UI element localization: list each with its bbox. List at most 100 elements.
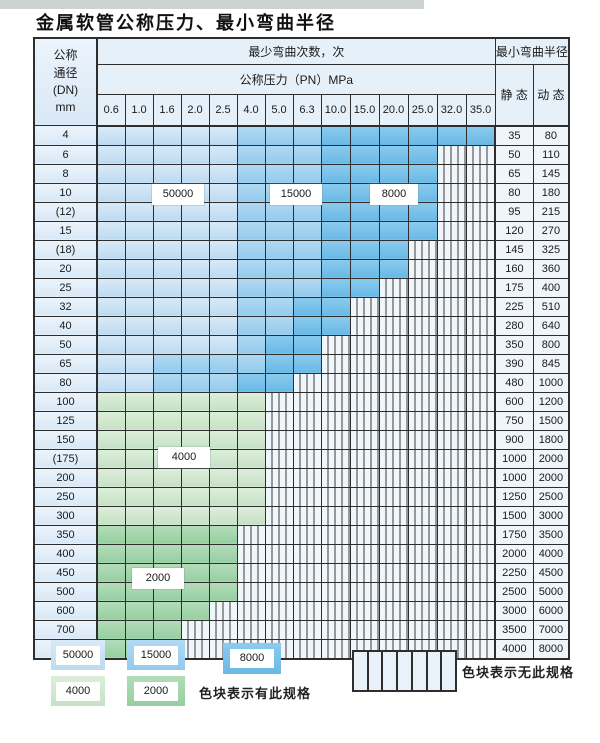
spec-cell <box>180 505 210 526</box>
spec-cell <box>124 334 154 355</box>
no-spec-pattern-cell <box>354 652 369 690</box>
spec-cell <box>208 296 238 317</box>
spec-cell <box>236 201 266 222</box>
no-spec-cell <box>264 505 294 526</box>
dn-cell: 450 <box>33 562 98 583</box>
spec-cell <box>152 144 182 165</box>
no-spec-cell <box>407 505 438 526</box>
no-spec-cell <box>378 296 409 317</box>
table-row: 600 3000 6000 <box>33 600 570 621</box>
no-spec-cell <box>436 486 467 507</box>
spec-cell <box>96 562 126 583</box>
no-spec-cell <box>465 638 496 659</box>
spec-cell <box>180 258 210 279</box>
spec-cell <box>124 486 154 507</box>
spec-cell <box>152 524 182 545</box>
spec-cell <box>292 220 322 241</box>
spec-cell <box>208 201 238 222</box>
dynamic-radius-cell: 800 <box>532 334 570 355</box>
legend-label-15000: 15000 <box>134 645 178 665</box>
no-spec-cell <box>436 239 467 260</box>
no-spec-cell <box>292 486 322 507</box>
spec-cell <box>124 429 154 450</box>
spec-cell <box>320 296 351 317</box>
spec-cell <box>236 125 266 146</box>
spec-cell <box>180 277 210 298</box>
no-spec-cell <box>292 372 322 393</box>
no-spec-cell <box>320 638 351 659</box>
spec-cell <box>320 163 351 184</box>
static-radius-cell: 2000 <box>494 543 534 564</box>
spec-cell <box>208 391 238 412</box>
no-spec-cell <box>465 258 496 279</box>
spec-cell <box>208 220 238 241</box>
spec-cell <box>264 201 294 222</box>
dynamic-radius-cell: 4000 <box>532 543 570 564</box>
spec-cell <box>236 410 266 431</box>
no-spec-cell <box>264 391 294 412</box>
no-spec-pattern <box>352 650 457 692</box>
no-spec-cell <box>378 391 409 412</box>
spec-cell <box>236 277 266 298</box>
no-spec-cell <box>292 391 322 412</box>
spec-cell <box>124 182 154 203</box>
table-row: 15 120 270 <box>33 220 570 241</box>
no-spec-cell <box>436 505 467 526</box>
no-spec-cell <box>407 277 438 298</box>
spec-cell <box>124 448 154 469</box>
no-spec-cell <box>349 353 380 374</box>
dynamic-radius-cell: 1800 <box>532 429 570 450</box>
spec-cell <box>349 277 380 298</box>
spec-cell <box>407 163 438 184</box>
dynamic-radius-cell: 510 <box>532 296 570 317</box>
no-spec-cell <box>320 353 351 374</box>
dynamic-radius-cell: 1200 <box>532 391 570 412</box>
pressure-col-header: 2.5 <box>208 93 238 127</box>
spec-cell <box>180 144 210 165</box>
legend-swatch-4000: 4000 <box>51 676 105 706</box>
static-radius-cell: 2500 <box>494 581 534 602</box>
spec-cell <box>407 220 438 241</box>
pressure-col-header: 6.3 <box>292 93 322 127</box>
spec-cell <box>208 163 238 184</box>
table-wrapper: 公称 通径 (DN) mm 最少弯曲次数，次 最小弯曲半径 公称压力（PN）MP… <box>33 37 571 660</box>
no-spec-cell <box>378 486 409 507</box>
spec-cell <box>96 467 126 488</box>
spec-cell <box>236 429 266 450</box>
legend-swatch-8000: 8000 <box>223 643 281 674</box>
spec-cell <box>96 296 126 317</box>
spec-cell <box>264 239 294 260</box>
table-row: 200 1000 2000 <box>33 467 570 488</box>
table-row: 32 225 510 <box>33 296 570 317</box>
static-radius-cell: 145 <box>494 239 534 260</box>
no-spec-cell <box>378 372 409 393</box>
dn-cell: 350 <box>33 524 98 545</box>
no-spec-cell <box>436 296 467 317</box>
static-header: 静 态 <box>494 63 534 127</box>
spec-cell <box>180 410 210 431</box>
static-radius-cell: 350 <box>494 334 534 355</box>
no-spec-cell <box>264 600 294 621</box>
no-spec-cell <box>349 391 380 412</box>
dynamic-radius-cell: 3000 <box>532 505 570 526</box>
zone-label-8000: 8000 <box>370 184 418 205</box>
spec-cell <box>208 524 238 545</box>
no-spec-cell <box>407 581 438 602</box>
spec-cell <box>152 543 182 564</box>
no-spec-pattern-cell <box>428 652 443 690</box>
spec-cell <box>180 315 210 336</box>
spec-cell <box>96 258 126 279</box>
no-spec-cell <box>436 201 467 222</box>
no-spec-cell <box>378 543 409 564</box>
no-spec-cell <box>465 505 496 526</box>
no-spec-cell <box>436 467 467 488</box>
spec-cell <box>124 163 154 184</box>
dn-cell: 65 <box>33 353 98 374</box>
spec-cell <box>124 125 154 146</box>
spec-cell <box>208 429 238 450</box>
no-spec-cell <box>465 562 496 583</box>
no-spec-cell <box>436 581 467 602</box>
no-spec-cell <box>292 581 322 602</box>
pressure-col-header: 10.0 <box>320 93 351 127</box>
static-radius-cell: 3000 <box>494 600 534 621</box>
